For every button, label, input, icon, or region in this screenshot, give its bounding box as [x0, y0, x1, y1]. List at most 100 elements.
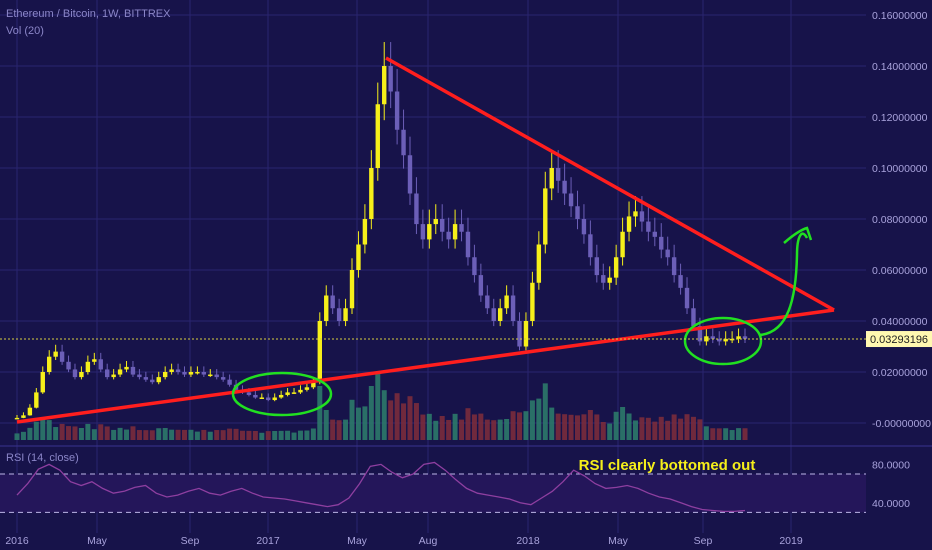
y-tick-label: -0.00000000 [872, 418, 931, 430]
volume-bar [471, 414, 477, 440]
candle-body [671, 257, 677, 276]
volume-bar [317, 386, 323, 440]
candle-body [562, 180, 567, 194]
volume-bar [407, 396, 413, 440]
candle-body [433, 219, 438, 225]
volume-bar [536, 398, 542, 440]
candle-body [208, 374, 213, 377]
volume-label: Vol (20) [6, 25, 44, 37]
volume-bar [104, 426, 110, 440]
volume-bar [46, 420, 52, 440]
volume-bar [162, 428, 168, 440]
candle-body [21, 415, 26, 418]
candle-body [259, 397, 265, 399]
candle-body [594, 257, 600, 276]
volume-bar [220, 430, 226, 440]
x-tick-label: Sep [694, 535, 713, 547]
candle-body [214, 374, 219, 378]
candle-body [182, 372, 187, 375]
candle-body [517, 321, 522, 347]
candle-body [40, 372, 45, 393]
candle-body [736, 336, 741, 339]
candle-body [536, 244, 542, 283]
rsi-annotation: RSI clearly bottomed out [579, 457, 756, 474]
candle-body [124, 366, 129, 370]
rsi-line [16, 461, 746, 513]
candle-body [620, 231, 625, 258]
bottom-circle-2016 [231, 371, 333, 417]
volume-bar [665, 420, 671, 440]
x-tick-label: 2016 [5, 535, 29, 547]
candle-body [420, 224, 426, 240]
candle-body [72, 369, 78, 378]
volume-bar [66, 426, 72, 440]
y-tick-label: 0.06000000 [872, 265, 928, 277]
candle-body [111, 374, 116, 378]
candle-body [14, 417, 20, 420]
bottom-circle-2018 [683, 316, 763, 366]
candle-body [710, 336, 715, 339]
candle-body [117, 369, 123, 375]
candle-body [659, 236, 664, 250]
axes: 0.16000000 0.14000000 0.12000000 0.10000000… [5, 10, 931, 547]
volume-bar [304, 430, 310, 440]
volume-bar [607, 423, 613, 440]
candle-body [227, 379, 232, 385]
candle-body [478, 275, 484, 296]
grid-lines [0, 0, 932, 533]
upward-arrow [759, 232, 809, 337]
candle-body [543, 188, 548, 245]
volume-bar [297, 430, 303, 440]
volume-bar [156, 428, 162, 440]
annotations-layer: 0.03293196 [0, 56, 932, 424]
volume-bar [420, 414, 426, 440]
volume-bar [729, 430, 735, 440]
candle-body [362, 219, 368, 245]
candle-body [130, 366, 136, 375]
volume-bar [645, 417, 651, 440]
volume-bar [562, 414, 568, 440]
volume-bar [124, 429, 130, 440]
y-tick-label: 0.12000000 [872, 112, 928, 124]
volume-bar [465, 408, 471, 440]
volume-bar [626, 413, 632, 440]
candle-body [613, 257, 619, 278]
volume-bar [375, 374, 381, 440]
volume-bar [504, 419, 510, 440]
volume-bar [188, 429, 194, 440]
volume-bar [14, 433, 20, 440]
candle-body [646, 221, 651, 232]
y-tick-label: 0.10000000 [872, 163, 928, 175]
candle-body [66, 361, 71, 370]
x-tick-label: May [347, 535, 368, 547]
candle-body [311, 382, 316, 388]
candle-body [407, 155, 413, 194]
volume-bar [27, 427, 33, 440]
candle-body [150, 379, 155, 383]
volume-bar [72, 426, 78, 440]
volume-bar [117, 427, 123, 440]
x-tick-label: 2017 [256, 535, 280, 547]
volume-bar [362, 406, 368, 440]
volume-bar [742, 428, 748, 440]
chart-title: Ethereum / Bitcoin, 1W, BITTREX [6, 8, 171, 20]
candle-body [691, 308, 696, 327]
candle-body [382, 66, 387, 105]
candle-body [717, 338, 722, 342]
volume-bar [175, 429, 181, 440]
volume-bar [78, 428, 84, 440]
volume-bar [355, 407, 361, 440]
candle-body [324, 295, 329, 321]
y-tick-label: 0.08000000 [872, 214, 928, 226]
candle-body [414, 193, 419, 225]
volume-bar [272, 431, 278, 440]
candle-body [188, 372, 194, 375]
volume-bar [394, 393, 400, 440]
volume-bar [53, 427, 59, 440]
volume-bar [336, 420, 342, 440]
volume-bar [330, 419, 336, 440]
candle-body [356, 244, 361, 270]
volume-bar [736, 428, 742, 440]
volume-bar [697, 419, 703, 440]
